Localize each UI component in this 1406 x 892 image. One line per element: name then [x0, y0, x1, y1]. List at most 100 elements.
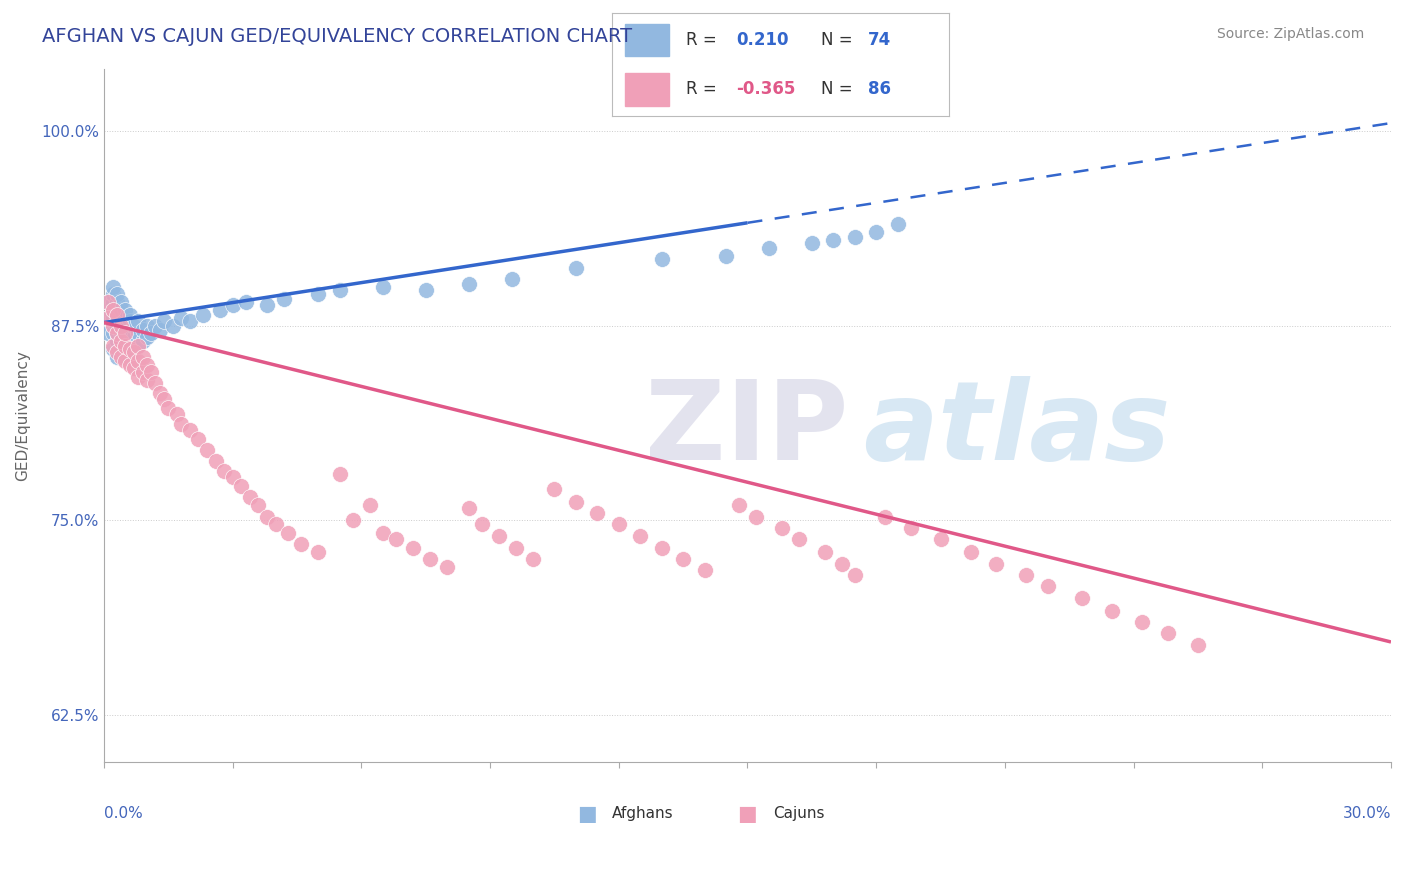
Point — [145, 318, 167, 333]
Point — [586, 506, 609, 520]
Point — [204, 454, 226, 468]
Point — [800, 235, 823, 250]
Point — [1015, 568, 1038, 582]
Text: R =: R = — [686, 80, 721, 98]
Point — [231, 479, 253, 493]
Point — [105, 308, 128, 322]
Point — [273, 292, 295, 306]
Point — [264, 516, 287, 531]
Point — [758, 241, 780, 255]
Point — [114, 342, 136, 356]
Point — [166, 408, 188, 422]
Point — [195, 443, 218, 458]
Point — [1187, 638, 1209, 652]
Point — [157, 401, 180, 416]
Point — [131, 323, 153, 337]
Point — [105, 310, 128, 325]
Point — [402, 541, 425, 556]
Point — [141, 326, 163, 341]
Point — [308, 287, 330, 301]
Point — [97, 326, 120, 341]
Text: -0.365: -0.365 — [737, 80, 796, 98]
Point — [110, 350, 132, 364]
Point — [118, 308, 141, 322]
Point — [565, 260, 588, 275]
Point — [1101, 604, 1123, 618]
Point — [127, 339, 149, 353]
Point — [256, 510, 278, 524]
Point — [170, 310, 193, 325]
Text: ■: ■ — [738, 804, 758, 824]
Text: ZIP: ZIP — [644, 376, 848, 483]
Point — [873, 510, 896, 524]
Point — [110, 314, 132, 328]
Point — [101, 303, 124, 318]
Point — [114, 310, 136, 325]
Point — [105, 345, 128, 359]
Point — [105, 350, 128, 364]
Point — [1130, 615, 1153, 629]
Point — [929, 532, 952, 546]
Point — [693, 563, 716, 577]
Point — [239, 490, 262, 504]
Text: Cajuns: Cajuns — [773, 806, 825, 822]
Point — [110, 334, 132, 349]
Point — [787, 532, 810, 546]
Point — [114, 303, 136, 318]
Point — [101, 339, 124, 353]
Point — [1071, 591, 1094, 606]
Point — [118, 329, 141, 343]
Point — [672, 552, 695, 566]
Point — [770, 521, 793, 535]
Point — [110, 318, 132, 333]
Point — [290, 537, 312, 551]
Point — [122, 318, 145, 333]
Point — [105, 295, 128, 310]
Point — [986, 557, 1008, 571]
Point — [105, 318, 128, 333]
Point — [114, 318, 136, 333]
Point — [436, 560, 458, 574]
Point — [101, 279, 124, 293]
Point — [118, 345, 141, 359]
Point — [101, 342, 124, 356]
Point — [208, 303, 231, 318]
Point — [844, 568, 866, 582]
Point — [959, 544, 981, 558]
Point — [135, 358, 157, 372]
Point — [651, 541, 673, 556]
Point — [212, 464, 235, 478]
Point — [191, 308, 214, 322]
Point — [221, 298, 243, 312]
Point — [110, 334, 132, 349]
Text: 86: 86 — [868, 80, 891, 98]
Point — [329, 467, 352, 481]
Point — [221, 470, 243, 484]
Point — [110, 342, 132, 356]
Point — [114, 326, 136, 341]
Point — [543, 483, 565, 497]
Text: Afghans: Afghans — [613, 806, 673, 822]
Point — [97, 310, 120, 325]
Point — [118, 314, 141, 328]
Point — [745, 510, 768, 524]
Point — [105, 326, 128, 341]
Point — [565, 494, 588, 508]
Point — [342, 513, 364, 527]
Point — [419, 552, 441, 566]
Point — [457, 500, 479, 515]
Point — [131, 365, 153, 379]
Point — [135, 373, 157, 387]
Point — [105, 326, 128, 341]
Point — [162, 318, 184, 333]
Point — [101, 287, 124, 301]
Point — [170, 417, 193, 431]
Point — [97, 295, 120, 310]
Point — [122, 342, 145, 356]
Point — [415, 283, 437, 297]
Text: R =: R = — [686, 31, 721, 49]
Point — [118, 358, 141, 372]
Text: AFGHAN VS CAJUN GED/EQUIVALENCY CORRELATION CHART: AFGHAN VS CAJUN GED/EQUIVALENCY CORRELAT… — [42, 27, 633, 45]
Point — [651, 252, 673, 266]
Point — [359, 498, 381, 512]
